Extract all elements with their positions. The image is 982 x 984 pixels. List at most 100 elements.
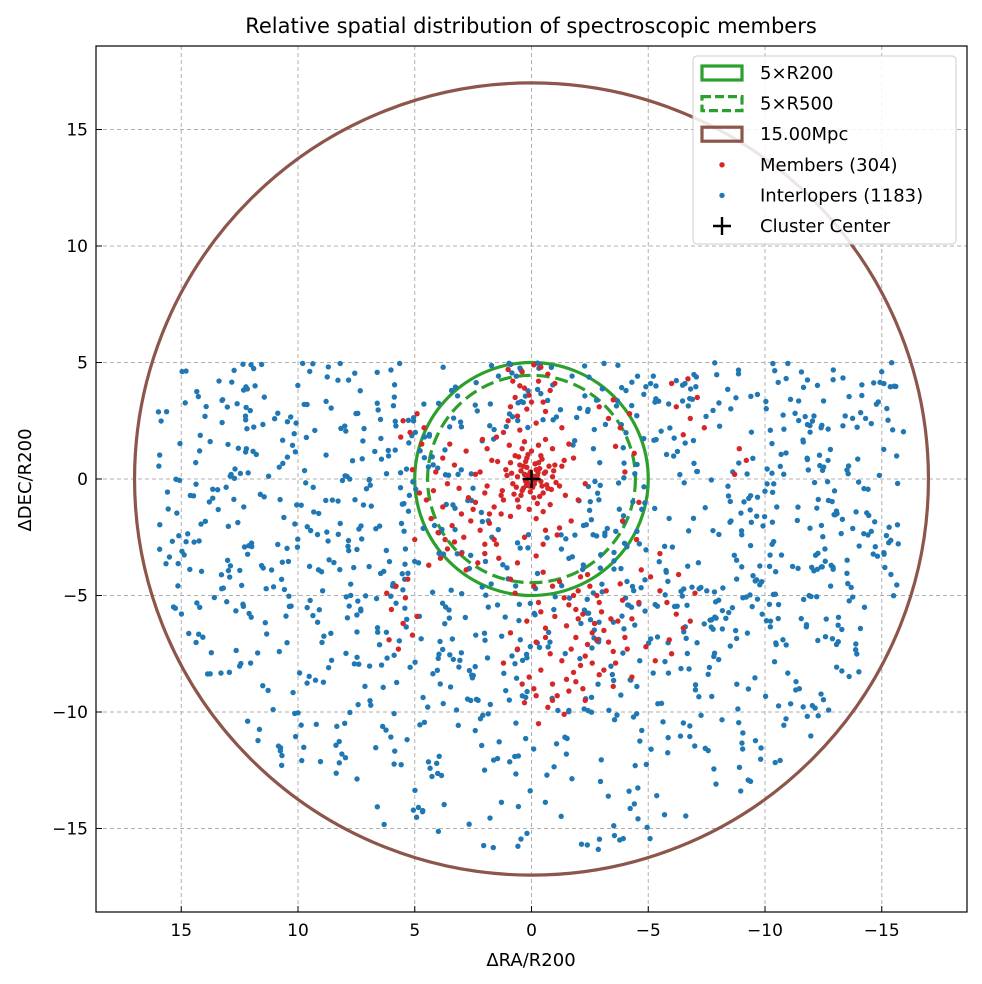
interloper-point	[406, 492, 413, 499]
interloper-point	[368, 503, 374, 509]
interloper-point	[585, 707, 591, 714]
interloper-point	[815, 496, 821, 503]
member-point	[458, 550, 465, 557]
x-tick-label: 5	[409, 921, 420, 941]
interloper-point	[621, 626, 627, 632]
interloper-point	[831, 488, 838, 494]
interloper-point	[861, 604, 868, 610]
interloper-point	[275, 410, 281, 416]
interloper-point	[446, 615, 452, 621]
interloper-point	[686, 395, 693, 402]
interloper-point	[677, 733, 684, 739]
interloper-point	[251, 424, 257, 430]
interloper-point	[747, 507, 753, 513]
interloper-point	[684, 602, 690, 608]
member-point	[527, 489, 534, 495]
interloper-point	[654, 792, 660, 799]
interloper-point	[219, 419, 225, 426]
interloper-point	[804, 421, 811, 428]
interloper-point	[295, 710, 301, 716]
interloper-point	[829, 498, 835, 505]
interloper-point	[846, 673, 852, 680]
interloper-point	[509, 653, 515, 659]
interloper-point	[832, 512, 838, 518]
member-point	[545, 704, 551, 711]
member-point	[673, 611, 679, 617]
interloper-point	[636, 541, 643, 547]
interloper-point	[820, 696, 827, 703]
interloper-point	[770, 360, 776, 367]
interloper-point	[276, 648, 282, 655]
interloper-point	[740, 595, 746, 601]
interloper-point	[584, 842, 591, 848]
interloper-point	[299, 757, 305, 764]
interloper-point	[800, 437, 806, 443]
interloper-point	[585, 406, 591, 413]
interloper-point	[487, 423, 493, 429]
interloper-point	[367, 482, 373, 488]
member-point	[692, 590, 698, 596]
interloper-point	[415, 804, 422, 811]
interloper-point	[747, 592, 753, 598]
interloper-point	[442, 604, 449, 610]
interloper-point	[818, 564, 825, 570]
member-point	[575, 588, 581, 594]
interloper-point	[270, 706, 276, 713]
interloper-point	[175, 560, 181, 567]
member-point	[499, 487, 506, 494]
interloper-point	[647, 835, 653, 842]
interloper-point	[194, 388, 200, 395]
interloper-point	[342, 755, 349, 761]
interloper-point	[727, 643, 733, 649]
member-point	[608, 616, 614, 622]
interloper-point	[620, 445, 626, 451]
interloper-point	[534, 570, 541, 577]
interloper-point	[488, 362, 495, 369]
interloper-point	[503, 687, 509, 694]
interloper-point	[378, 662, 385, 668]
member-point	[731, 471, 738, 478]
interloper-point	[524, 688, 530, 695]
member-point	[515, 454, 522, 460]
interloper-point	[658, 700, 665, 707]
interloper-point	[692, 743, 698, 749]
interloper-point	[225, 523, 232, 530]
member-point	[549, 681, 556, 687]
interloper-point	[368, 702, 374, 708]
interloper-point	[452, 526, 458, 533]
interloper-point	[331, 559, 337, 566]
interloper-point	[631, 801, 638, 807]
member-point	[577, 574, 584, 580]
interloper-point	[703, 413, 709, 420]
interloper-point	[613, 403, 620, 409]
interloper-point	[553, 741, 560, 747]
interloper-point	[578, 841, 585, 847]
interloper-point	[354, 546, 360, 553]
interloper-point	[379, 723, 386, 730]
interloper-point	[434, 667, 441, 674]
interloper-point	[480, 842, 487, 849]
interloper-point	[652, 601, 658, 608]
interloper-point	[677, 471, 683, 478]
interloper-point	[320, 679, 327, 685]
interloper-point	[643, 384, 649, 390]
interloper-point	[462, 614, 469, 621]
interloper-point	[637, 658, 643, 664]
interloper-point	[679, 398, 686, 404]
interloper-point	[629, 379, 635, 385]
member-point	[531, 686, 537, 692]
interloper-point	[881, 380, 887, 387]
member-point	[568, 518, 574, 524]
member-point	[419, 441, 425, 447]
interloper-point	[304, 524, 310, 530]
interloper-point	[563, 751, 570, 757]
interloper-point	[850, 594, 856, 600]
interloper-point	[685, 403, 692, 409]
interloper-point	[621, 540, 628, 546]
member-point	[491, 536, 497, 543]
interloper-point	[818, 522, 825, 529]
member-point	[549, 473, 556, 480]
interloper-point	[216, 378, 222, 384]
interloper-point	[336, 738, 342, 745]
interloper-point	[385, 453, 392, 459]
